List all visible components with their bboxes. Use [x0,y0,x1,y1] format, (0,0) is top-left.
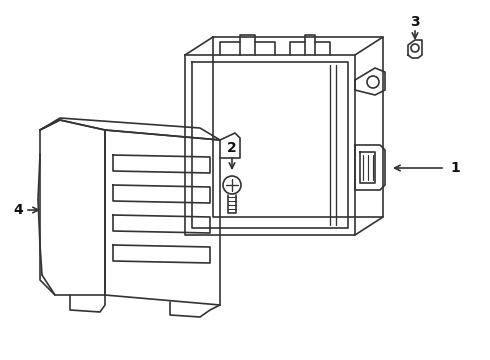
Text: 4: 4 [13,203,23,217]
Text: 2: 2 [227,141,237,155]
Text: 1: 1 [450,161,460,175]
Text: 3: 3 [410,15,420,29]
